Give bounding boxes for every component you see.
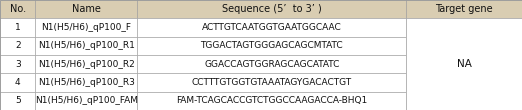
Bar (406, 18, 522, 37)
Text: N1(H5/H6)_qP100_R3: N1(H5/H6)_qP100_R3 (38, 78, 135, 87)
Text: N1(H5/H6)_qP100_F: N1(H5/H6)_qP100_F (41, 23, 132, 32)
Bar (35, 73, 137, 92)
Bar (137, 0, 406, 18)
Text: TGGACTAGTGGGAGCAGCMTATC: TGGACTAGTGGGAGCAGCMTATC (200, 41, 343, 50)
Bar (137, 73, 406, 92)
Bar (406, 0, 522, 18)
Text: 2: 2 (15, 41, 20, 50)
Text: NA: NA (457, 59, 471, 69)
Text: 5: 5 (15, 96, 21, 105)
Text: GGACCAGTGGRAGCAGCATATC: GGACCAGTGGRAGCAGCATATC (204, 60, 339, 69)
Text: CCTTTGTGGTGTAAATAGYGACACTGT: CCTTTGTGGTGTAAATAGYGACACTGT (192, 78, 352, 87)
Text: 4: 4 (15, 78, 20, 87)
Bar (0, 37, 35, 55)
Text: Name: Name (72, 4, 101, 14)
Text: 3: 3 (15, 60, 21, 69)
Bar (35, 18, 137, 37)
Bar (137, 92, 406, 110)
Bar (0, 18, 35, 37)
Bar (406, 92, 522, 110)
Text: ACTTGTCAATGGTGAATGGCAAC: ACTTGTCAATGGTGAATGGCAAC (202, 23, 341, 32)
Bar (35, 92, 137, 110)
Bar (137, 55, 406, 73)
Text: No.: No. (10, 4, 26, 14)
Text: N1(H5/H6)_qP100_R2: N1(H5/H6)_qP100_R2 (38, 60, 135, 69)
Bar (0, 73, 35, 92)
Bar (35, 37, 137, 55)
Text: Target gene: Target gene (435, 4, 493, 14)
Bar (0, 92, 35, 110)
Bar (35, 0, 137, 18)
Bar (35, 55, 137, 73)
Text: Sequence (5’  to 3’ ): Sequence (5’ to 3’ ) (222, 4, 322, 14)
Bar (406, 37, 522, 55)
Text: FAM-TCAGCACCGTCTGGCCAAGACCA-BHQ1: FAM-TCAGCACCGTCTGGCCAAGACCA-BHQ1 (176, 96, 367, 105)
Bar (406, 55, 522, 73)
Bar (406, 18, 522, 110)
Text: 1: 1 (15, 23, 21, 32)
Bar (0, 55, 35, 73)
Bar (137, 37, 406, 55)
Bar (406, 73, 522, 92)
Text: N1(H5/H6)_qP100_FAM: N1(H5/H6)_qP100_FAM (35, 96, 138, 105)
Bar (0, 0, 35, 18)
Bar (137, 18, 406, 37)
Text: N1(H5/H6)_qP100_R1: N1(H5/H6)_qP100_R1 (38, 41, 135, 50)
